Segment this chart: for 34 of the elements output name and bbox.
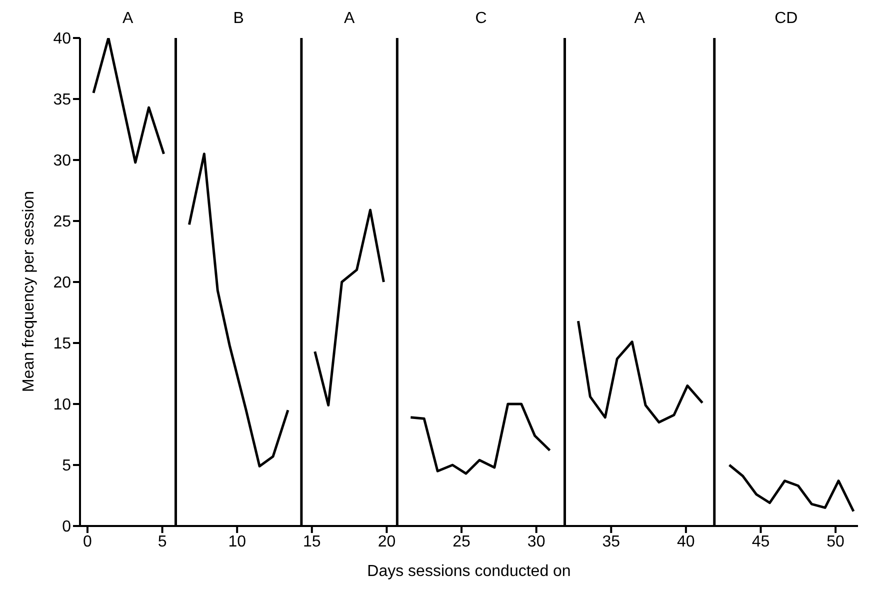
- x-tick-label: 20: [378, 533, 396, 550]
- x-tick-label: 5: [158, 533, 167, 550]
- x-tick-label: 30: [527, 533, 546, 550]
- y-tick-label: 25: [53, 214, 72, 231]
- y-tick-label: 20: [53, 274, 72, 292]
- x-tick-label: 35: [602, 533, 620, 550]
- text: A: [634, 10, 645, 28]
- x-tick-label: 25: [452, 533, 471, 550]
- line-series: [314, 208, 385, 406]
- line-series: [188, 152, 290, 468]
- x-tick-label: 0: [83, 533, 92, 550]
- y-tick-label: 40: [53, 30, 72, 48]
- y-axis-title: Mean frequency per session: [20, 191, 38, 392]
- y-tick-label: 30: [53, 152, 72, 170]
- line-series: [409, 402, 552, 475]
- x-tick-label: 45: [752, 533, 770, 550]
- y-tick-label: 15: [53, 336, 72, 353]
- text: A: [122, 10, 134, 28]
- y-tick-label: 5: [62, 458, 72, 475]
- x-tick-label: 15: [303, 533, 321, 550]
- x-axis-title: Days sessions conducted on: [367, 563, 571, 580]
- y-tick-label: 0: [62, 518, 72, 536]
- x-tick-label: 10: [228, 533, 246, 550]
- text: CD: [774, 10, 798, 28]
- text: B: [233, 10, 244, 28]
- y-tick-label: 10: [53, 396, 72, 414]
- line-series: [576, 320, 704, 424]
- line-series: [92, 38, 166, 164]
- text: C: [475, 10, 487, 28]
- line-series: [728, 464, 855, 513]
- text: A: [344, 10, 355, 28]
- x-tick-label: 40: [677, 533, 695, 550]
- x-tick-label: 50: [826, 533, 845, 550]
- y-tick-label: 35: [53, 92, 72, 109]
